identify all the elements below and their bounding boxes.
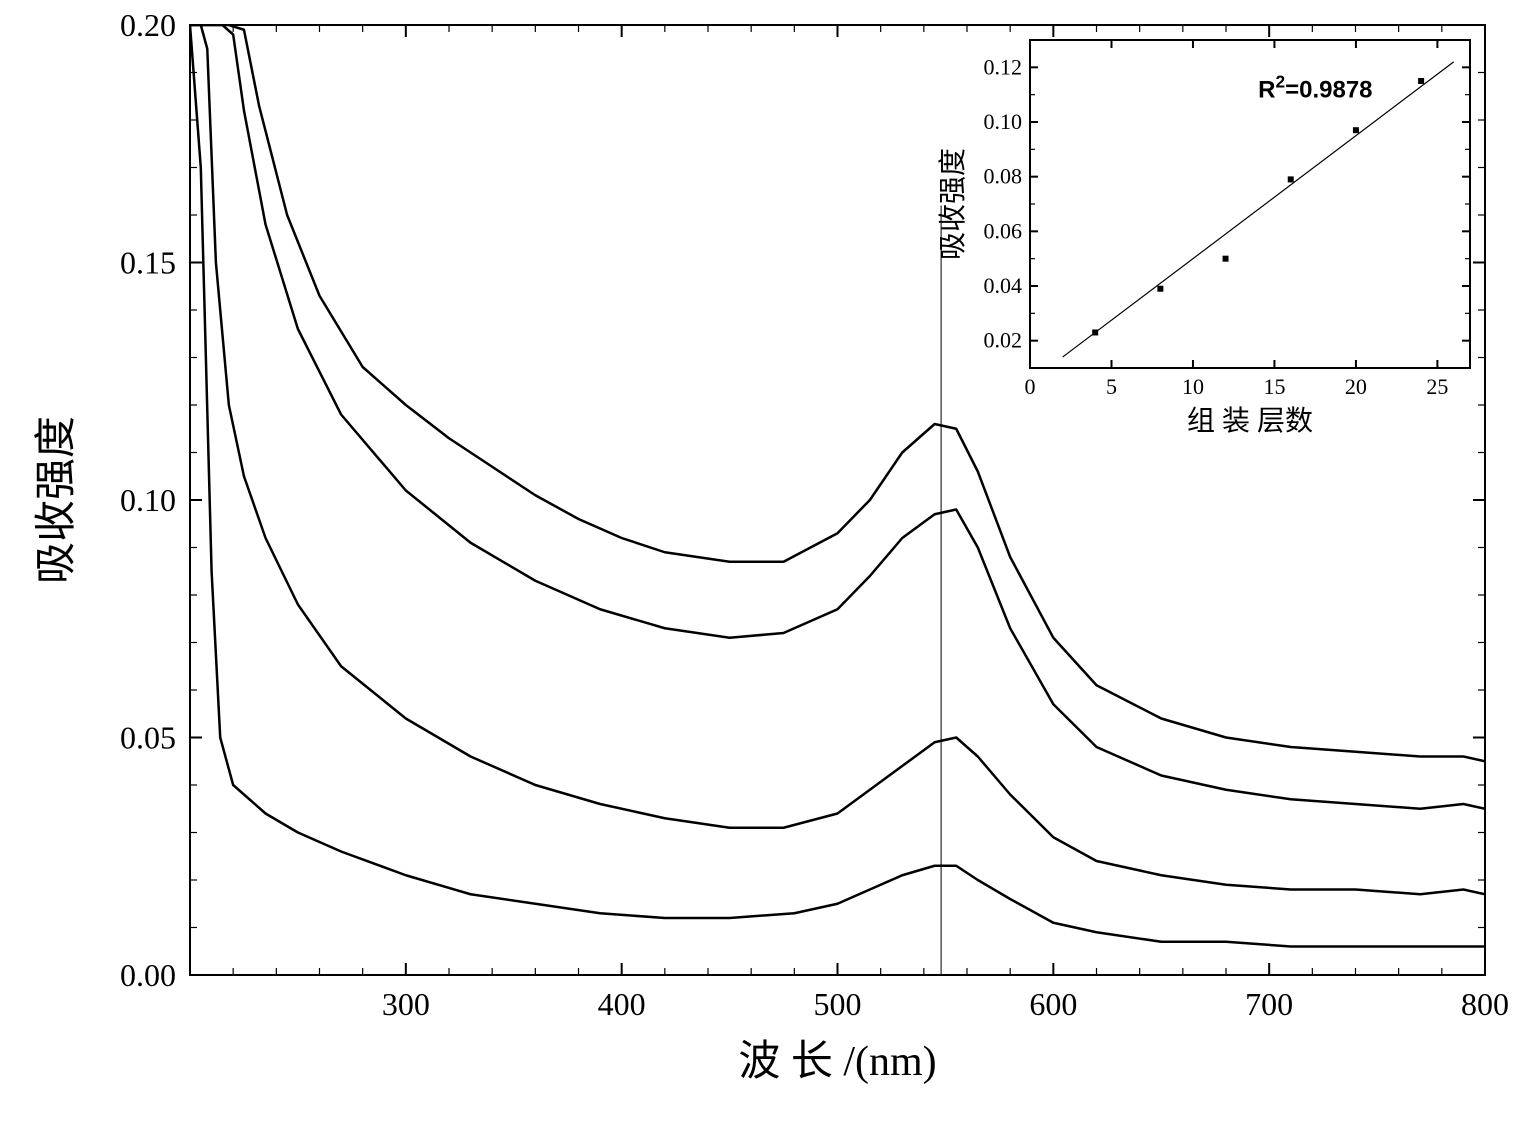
- inset-point-3: [1288, 176, 1294, 182]
- x-tick-label: 25: [1426, 374, 1448, 399]
- inset-r2-annotation: R2=0.9878: [1258, 71, 1372, 103]
- main-x-axis-label: 波 长 /(nm): [738, 1039, 936, 1085]
- y-tick-label: 0.10: [984, 109, 1023, 134]
- x-tick-label: 0: [1025, 374, 1036, 399]
- y-tick-label: 0.15: [120, 245, 176, 281]
- inset-plot-bg: [1030, 40, 1470, 368]
- y-tick-label: 0.08: [984, 164, 1023, 189]
- inset-point-0: [1092, 329, 1098, 335]
- x-tick-label: 300: [382, 986, 430, 1022]
- main-y-axis-label: 吸收强度: [34, 416, 80, 584]
- y-tick-label: 0.02: [984, 328, 1023, 353]
- y-tick-label: 0.05: [120, 720, 176, 756]
- x-tick-label: 700: [1245, 986, 1293, 1022]
- x-tick-label: 400: [598, 986, 646, 1022]
- y-tick-label: 0.04: [984, 273, 1023, 298]
- inset-point-5: [1418, 78, 1424, 84]
- y-tick-label: 0.12: [984, 54, 1023, 79]
- x-tick-label: 5: [1106, 374, 1117, 399]
- figure-root: 300 400 500 600 700 800 0.00 0.05 0.10 0.15 0.20 波 …: [0, 0, 1526, 1121]
- x-tick-label: 20: [1345, 374, 1367, 399]
- inset-point-4: [1353, 127, 1359, 133]
- y-tick-label: 0.06: [984, 218, 1023, 243]
- y-tick-label: 0.00: [120, 957, 176, 993]
- inset-point-2: [1223, 256, 1229, 262]
- inset-x-axis-label: 组 装 层数: [1187, 405, 1313, 437]
- inset-point-1: [1157, 286, 1163, 292]
- x-tick-label: 10: [1182, 374, 1204, 399]
- y-tick-label: 0.10: [120, 482, 176, 518]
- x-tick-label: 600: [1029, 986, 1077, 1022]
- y-tick-label: 0.20: [120, 7, 176, 43]
- chart-svg: 300 400 500 600 700 800 0.00 0.05 0.10 0.15 0.20 波 …: [0, 0, 1526, 1121]
- x-tick-label: 500: [814, 986, 862, 1022]
- inset-y-axis-label: 吸收强度: [937, 148, 969, 260]
- x-tick-label: 800: [1461, 986, 1509, 1022]
- x-tick-label: 15: [1263, 374, 1285, 399]
